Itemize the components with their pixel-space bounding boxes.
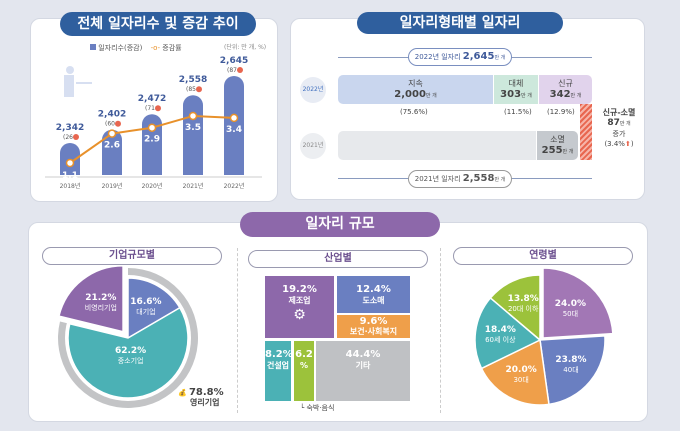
up-arrow-icon — [196, 86, 202, 93]
slice-label: 20.0% 30대 — [505, 365, 537, 385]
job-size-title: 일자리 규모 — [240, 212, 440, 237]
unit-label: (단위: 만 개, %) — [224, 44, 267, 51]
share-continuing: (75.6%) — [400, 108, 428, 116]
firm-size-heading: 기업규모별 — [42, 247, 222, 265]
slice-label: 62.2% 중소기업 — [114, 345, 147, 365]
rate-label: 1.1 — [62, 171, 78, 181]
bar-value-label: 2,645 — [220, 56, 248, 66]
slice-label: 16.6% 대기업 — [130, 296, 162, 316]
for-profit-total: 💰 78.8% 영리기업 — [178, 387, 224, 408]
divider — [440, 248, 441, 413]
age-heading: 연령별 — [453, 247, 633, 265]
slice-label: 21.2% 비영리기업 — [84, 293, 117, 313]
divider — [237, 248, 238, 413]
up-arrow-icon — [73, 133, 79, 140]
treemap-cell-manufacturing: 19.2% 제조업 ⚙ — [265, 276, 334, 338]
row-label-2022: 2022년 — [300, 77, 326, 103]
legend-line-icon: -o- — [150, 44, 161, 52]
rate-label: 3.4 — [226, 125, 242, 135]
legend-line-label: 증감률 — [162, 44, 182, 52]
bar — [102, 129, 122, 175]
industry-heading: 산업별 — [248, 250, 428, 268]
slice-label: 23.8% 40대 — [555, 355, 587, 375]
gear-icon: ⚙ — [293, 307, 306, 323]
rate-point — [65, 158, 75, 168]
segment-new: 신규 342만 개 — [539, 75, 592, 104]
total-2021-badge: 2021년 일자리 2,558만 개 — [408, 170, 512, 188]
net-increase-hatch — [580, 104, 592, 160]
treemap-cell-construction: 8.2% 건설업 — [265, 341, 293, 401]
slice-label: 13.8% 20대 이하 — [507, 293, 539, 313]
x-tick-label: 2021년 — [183, 182, 204, 190]
pie-slice-40대 — [539, 335, 606, 406]
bar-change-label: (85 — [186, 86, 196, 93]
row-label-2021: 2021년 — [300, 133, 326, 159]
x-tick-label: 2019년 — [102, 182, 123, 190]
net-increase-label: 신규-소멸 87만 개 증가 (3.4%⬆) — [602, 108, 636, 148]
money-bag-icon: 💰 — [178, 389, 187, 397]
pie-slice-비영리기업 — [58, 264, 124, 333]
rate-label: 2.9 — [144, 135, 160, 145]
rate-point — [229, 113, 239, 123]
bar-value-label: 2,342 — [56, 123, 84, 133]
bar-2021-continuing — [338, 131, 536, 160]
up-arrow-icon — [155, 105, 161, 112]
slice-label: 18.4% 60세 이상 — [484, 324, 516, 344]
job-type-title: 일자리형태별 일자리 — [357, 12, 563, 34]
total-jobs-title: 전체 일자리수 및 증감 추이 — [60, 12, 256, 36]
total-2022-badge: 2022년 일자리 2,645만 개 — [408, 48, 512, 66]
pie-slice-50대 — [542, 267, 614, 339]
segment-continuing: 지속 2,000만 개 — [338, 75, 493, 104]
bar — [183, 95, 204, 175]
bar-change-label: (26 — [63, 134, 73, 141]
pie-slice-20대 이하 — [489, 274, 541, 342]
treemap-cell-accommodation: 6.2% — [294, 341, 314, 401]
segment-replacement: 대체 303만 개 — [494, 75, 538, 104]
up-arrow-icon — [237, 66, 243, 73]
share-replacement: (11.5%) — [504, 108, 532, 116]
pie-slice-중소기업 — [67, 306, 189, 399]
up-arrow-icon: ⬆ — [624, 140, 631, 148]
share-new: (12.9%) — [547, 108, 575, 116]
bar-change-label: (60 — [105, 121, 115, 128]
x-tick-label: 2018년 — [60, 182, 81, 190]
bar-value-label: 2,472 — [138, 94, 166, 104]
rate-point — [147, 123, 157, 132]
treemap-cell-other: 44.4% 기타 — [316, 341, 410, 401]
pie-slice-30대 — [480, 338, 550, 406]
bar-change-label: (87 — [227, 67, 237, 74]
rate-point — [107, 129, 117, 138]
rate-label: 3.5 — [185, 123, 201, 133]
rate-point — [188, 111, 198, 121]
treemap-cell-retail: 12.4% 도소매 — [337, 276, 410, 313]
x-tick-label: 2022년 — [224, 182, 245, 190]
accommodation-note: └ 숙박·음식 — [300, 404, 335, 412]
legend-bar-label: 일자리수(증감) — [98, 44, 143, 52]
segment-closed: 소멸 255만 개 — [537, 131, 578, 160]
bar — [224, 75, 244, 175]
bar-value-label: 2,558 — [179, 75, 207, 85]
legend: 일자리수(증감) -o- 증감률 — [90, 43, 182, 53]
slice-label: 24.0% 50대 — [554, 298, 586, 318]
legend-bar-icon — [90, 44, 96, 50]
treemap-cell-health: 9.6% 보건·사회복지 — [337, 315, 410, 338]
bar-value-label: 2,402 — [98, 110, 126, 120]
bar-change-label: (71 — [145, 105, 155, 112]
pie-slice-60세 이상 — [474, 296, 542, 370]
rate-label: 2.6 — [104, 141, 120, 151]
x-tick-label: 2020년 — [142, 182, 163, 190]
person-illustration — [62, 66, 92, 102]
pie-slice-대기업 — [127, 277, 181, 340]
up-arrow-icon — [115, 120, 121, 127]
